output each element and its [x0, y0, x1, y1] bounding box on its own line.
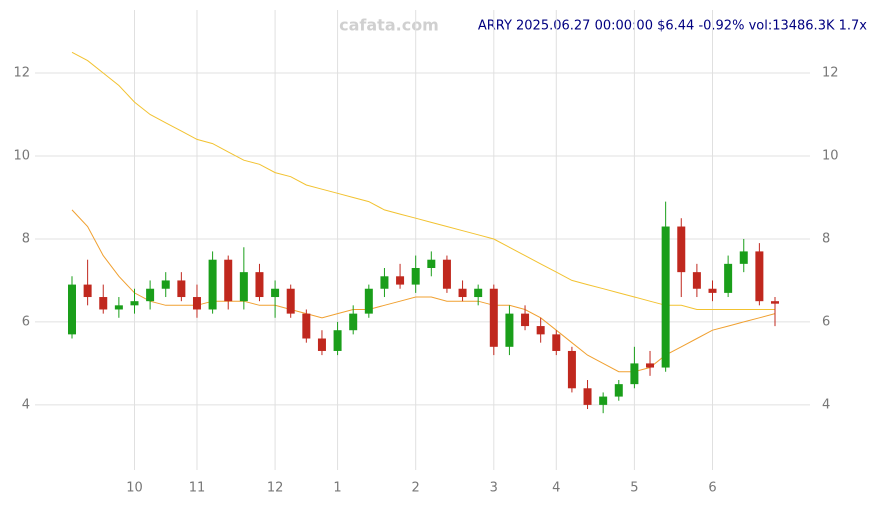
candle-body: [630, 363, 639, 385]
candle-body: [489, 288, 498, 347]
candle-body: [239, 272, 248, 302]
candle-body: [427, 259, 436, 268]
candle-body: [442, 259, 451, 289]
candle-body: [396, 276, 405, 285]
y-tick-label: 4: [22, 397, 30, 412]
x-tick-label: 3: [490, 481, 498, 496]
candle-body: [755, 251, 764, 302]
candle-body: [286, 288, 295, 314]
candle-body: [114, 305, 123, 310]
candle-body: [614, 384, 623, 397]
candle-body: [583, 388, 592, 405]
y-tick-label-right: 4: [822, 397, 830, 412]
candle-body: [161, 280, 170, 289]
candle-body: [458, 288, 467, 298]
y-tick-label: 6: [22, 314, 30, 329]
candle-body: [99, 297, 108, 310]
candle-body: [474, 288, 483, 298]
candle-body: [224, 259, 233, 302]
candle-body: [505, 313, 514, 347]
y-tick-label: 8: [22, 231, 30, 246]
candle-body: [661, 226, 670, 368]
candle-body: [380, 276, 389, 289]
candle-body: [364, 288, 373, 314]
x-tick-label: 1: [333, 481, 341, 496]
candle-body: [317, 338, 326, 351]
x-tick-label: 2: [412, 481, 420, 496]
candle-body: [68, 284, 76, 335]
candle-body: [521, 313, 530, 327]
candle-body: [83, 284, 92, 298]
y-tick-label-right: 12: [822, 66, 839, 81]
candle-body: [349, 313, 358, 331]
candle-body: [333, 330, 342, 351]
candle-body: [552, 334, 561, 351]
x-tick-label: 11: [189, 481, 206, 496]
candle-body: [208, 259, 217, 310]
candle-body: [599, 396, 608, 405]
x-tick-label: 6: [708, 481, 716, 496]
candle-body: [724, 263, 733, 293]
candle-body: [255, 272, 264, 298]
x-tick-label: 10: [126, 481, 143, 496]
moving-average: [71, 51, 775, 310]
candle-body: [739, 251, 748, 264]
candle-body: [192, 297, 201, 310]
candle-body: [708, 288, 717, 293]
x-tick-label: 12: [267, 481, 284, 496]
candle-body: [146, 288, 155, 302]
candle-body: [771, 301, 779, 304]
y-tick-label-right: 8: [822, 231, 830, 246]
candle-body: [411, 267, 420, 285]
candle-body: [130, 301, 139, 306]
candle-body: [177, 280, 186, 298]
chart-title: ARRY 2025.06.27 00:00:00 $6.44 -0.92% vo…: [478, 19, 867, 34]
x-tick-label: 5: [630, 481, 638, 496]
y-tick-label-right: 10: [822, 149, 839, 164]
candle-body: [677, 226, 686, 273]
moving-average: [71, 209, 776, 373]
y-tick-label-right: 6: [822, 314, 830, 329]
candle-body: [302, 313, 311, 339]
candle-body: [567, 350, 576, 389]
x-tick-label: 4: [552, 481, 560, 496]
candle-body: [271, 288, 280, 298]
candle-body: [692, 272, 701, 289]
candle-body: [646, 363, 655, 368]
candle-body: [536, 326, 545, 335]
y-tick-label: 12: [13, 66, 30, 81]
y-tick-label: 10: [13, 149, 30, 164]
watermark: cafata.com: [339, 16, 439, 35]
